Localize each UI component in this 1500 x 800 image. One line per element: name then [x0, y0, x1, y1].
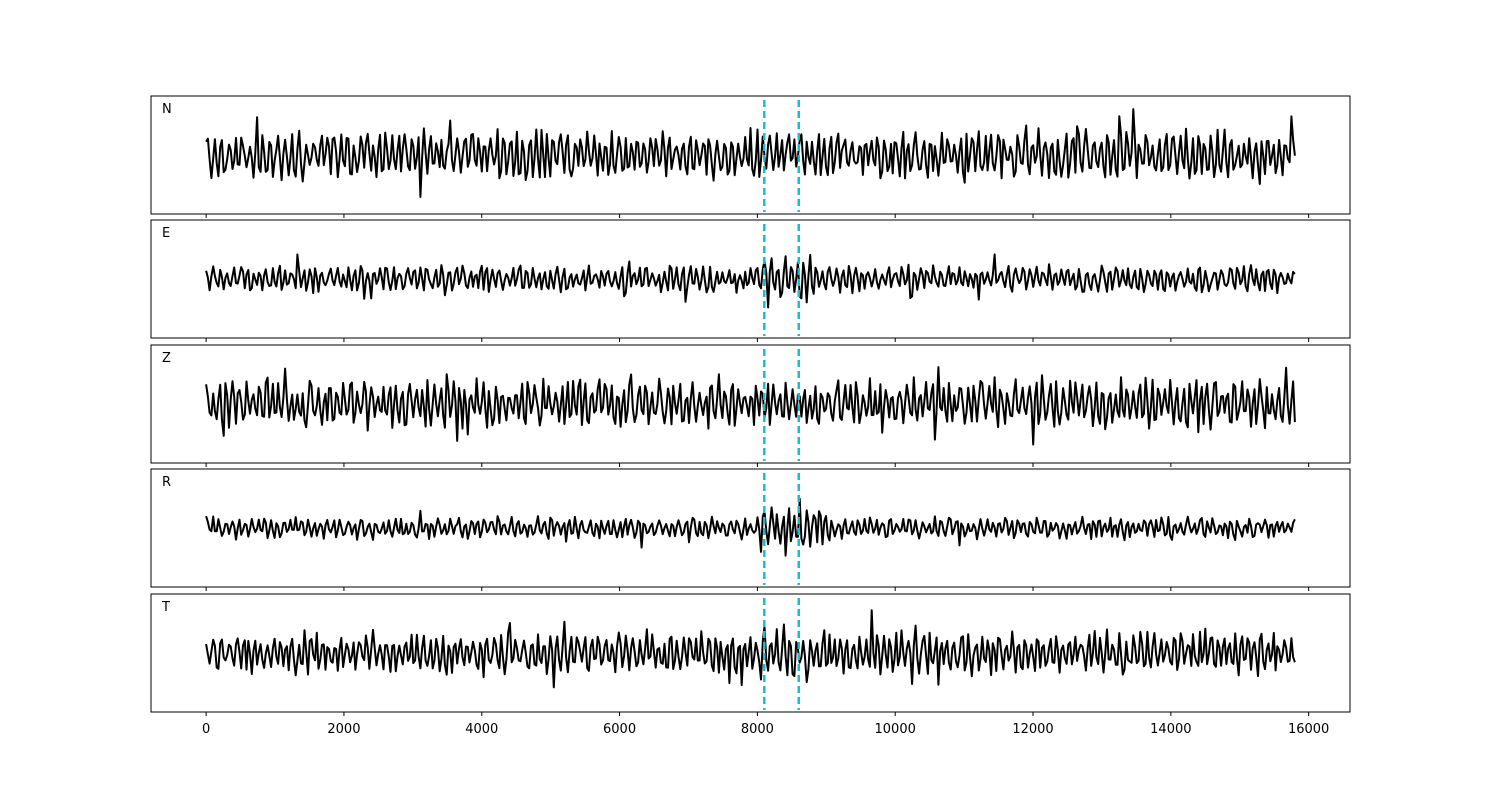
panel-n: N	[150, 95, 1351, 218]
panel-label: E	[162, 226, 170, 241]
panel-label: T	[161, 600, 170, 615]
panel-e: E	[150, 219, 1351, 342]
panel-label: Z	[162, 351, 171, 366]
trace-line	[205, 366, 1296, 446]
panel-frame	[150, 344, 1351, 464]
trace-line	[205, 609, 1296, 689]
x-tick-label: 0	[202, 722, 210, 737]
x-tick-label: 6000	[603, 722, 636, 737]
panel-r: R	[150, 468, 1351, 591]
panel-frame	[150, 593, 1351, 713]
panel-label: R	[162, 475, 171, 490]
panel-z: Z	[150, 344, 1351, 467]
x-tick-label: 14000	[1150, 722, 1191, 737]
x-tick-label: 10000	[875, 722, 916, 737]
x-tick-label: 8000	[741, 722, 774, 737]
panel-frame	[150, 95, 1351, 215]
trace-line	[205, 497, 1296, 557]
panel-t: T	[150, 593, 1351, 716]
trace-line	[205, 108, 1296, 198]
x-tick-label: 12000	[1012, 722, 1053, 737]
panel-label: N	[162, 102, 172, 117]
x-tick-label: 2000	[327, 722, 360, 737]
panels-group: N E Z R T	[150, 95, 1351, 716]
x-axis: 0 2000 4000 6000 8000 10000 12000 14000 16000	[202, 722, 1329, 737]
panel-frame	[150, 219, 1351, 339]
trace-line	[205, 253, 1296, 309]
panel-frame	[150, 468, 1351, 588]
x-tick-label: 16000	[1288, 722, 1329, 737]
x-tick-label: 4000	[465, 722, 498, 737]
